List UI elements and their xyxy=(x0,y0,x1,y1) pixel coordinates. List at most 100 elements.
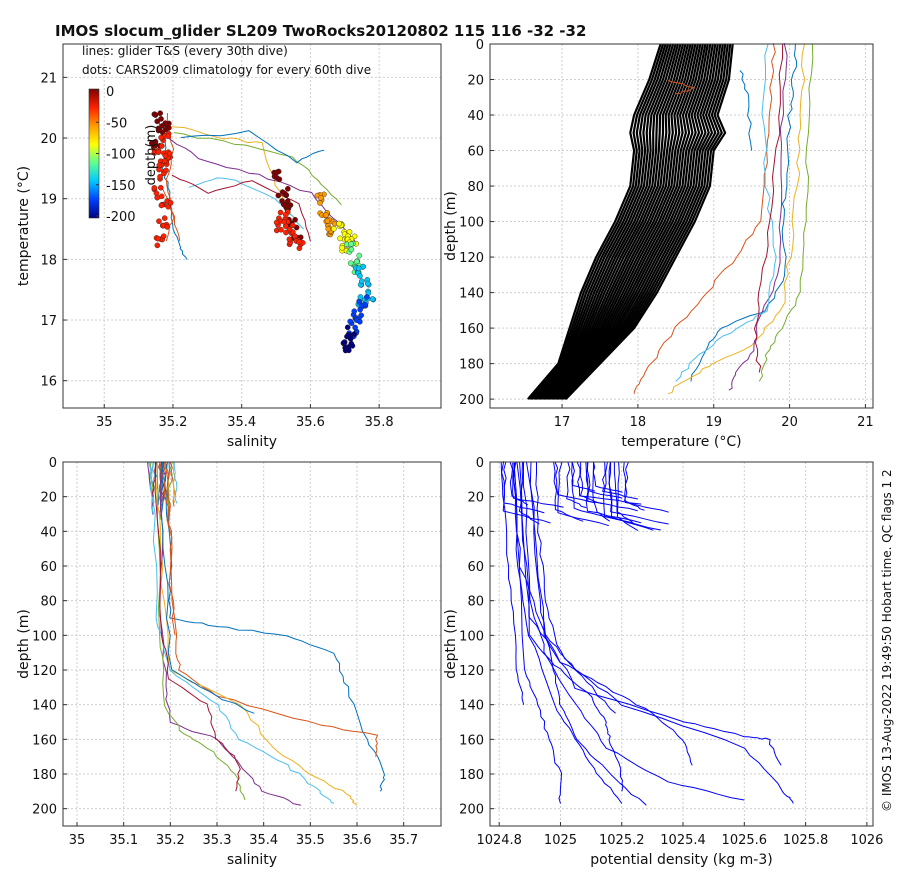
glider-ts-line xyxy=(158,119,188,260)
climatology-temperature-profile xyxy=(557,43,719,400)
climatology-temperature-profile xyxy=(532,43,672,400)
surface-density-profile xyxy=(554,462,596,504)
climatology-dot xyxy=(158,202,165,209)
y-tick-label: 60 xyxy=(467,560,484,575)
climatology-dot xyxy=(296,239,302,245)
x-axis-label: potential density (kg m-3) xyxy=(590,852,772,868)
climatology-temperature-profile xyxy=(559,43,724,400)
climatology-dot xyxy=(157,110,163,117)
climatology-dot xyxy=(358,278,365,285)
climatology-dot xyxy=(364,294,370,300)
glider-ts-line xyxy=(160,185,175,242)
y-tick-label: 180 xyxy=(459,358,484,373)
climatology-dot xyxy=(348,246,355,253)
y-tick-label: 16 xyxy=(40,375,57,390)
climatology-temperature-profile xyxy=(537,43,682,400)
glider-ts-line xyxy=(180,130,325,164)
y-tick-label: 20 xyxy=(40,132,57,147)
glider-temperature-profile xyxy=(668,43,806,395)
glider-temperature-profile xyxy=(758,44,814,382)
climatology-dot xyxy=(347,335,354,342)
climatology-dot xyxy=(336,220,342,227)
colorbar-label: depth(m) xyxy=(144,125,159,186)
surface-density-profile xyxy=(585,461,623,499)
surface-density-profile xyxy=(624,461,645,511)
climatology-temperature-profile xyxy=(553,43,712,400)
climatology-temperature-profile xyxy=(527,43,662,400)
x-tick-label: 35.2 xyxy=(156,833,185,848)
x-tick-label: 35 xyxy=(96,415,113,430)
y-tick-label: 160 xyxy=(32,733,57,748)
climatology-dot xyxy=(369,296,376,302)
glider-salinity-profile xyxy=(156,462,246,801)
climatology-dot xyxy=(318,195,324,201)
climatology-dot xyxy=(347,318,354,325)
plot-frame xyxy=(62,461,442,827)
climatology-dot xyxy=(161,158,168,164)
x-tick-label: 35.7 xyxy=(389,833,418,848)
x-tick-label: 1025.4 xyxy=(660,833,706,848)
y-tick-label: 160 xyxy=(459,733,484,748)
climatology-dot xyxy=(357,273,363,279)
climatology-temperature-profile xyxy=(561,43,727,400)
climatology-dot xyxy=(158,116,164,122)
climatology-dot xyxy=(157,173,163,180)
x-axis-label: salinity xyxy=(227,434,277,450)
plot-area xyxy=(63,462,441,826)
climatology-dot xyxy=(160,233,167,239)
y-tick-label: 40 xyxy=(40,525,57,540)
y-tick-label: 19 xyxy=(40,193,57,208)
climatology-temperature-profile xyxy=(554,43,714,400)
y-tick-label: 120 xyxy=(459,664,484,679)
climatology-temperature-profile xyxy=(562,43,729,400)
y-axis-label: depth (m) xyxy=(443,191,459,261)
climatology-temperature-profile xyxy=(536,43,680,400)
colorbar-tick-label: -100 xyxy=(106,148,136,163)
x-tick-label: 35.6 xyxy=(296,415,325,430)
climatology-dot xyxy=(347,260,354,267)
climatology-dot xyxy=(155,127,162,134)
x-tick-label: 21 xyxy=(857,415,874,430)
climatology-dot xyxy=(325,226,332,232)
x-axis-label: salinity xyxy=(227,852,277,868)
climatology-dot xyxy=(279,198,285,204)
glider-temperature-profile xyxy=(675,43,777,382)
climatology-temperature-profile xyxy=(555,43,717,400)
climatology-dot xyxy=(275,192,282,199)
surface-density-profile xyxy=(585,462,642,524)
colorbar-tick-label: 0 xyxy=(106,85,114,100)
y-tick-label: 20 xyxy=(467,491,484,506)
surface-density-profile xyxy=(509,461,529,506)
climatology-temperature-profile xyxy=(547,43,702,400)
surface-density-profile xyxy=(576,462,603,505)
y-tick-label: 80 xyxy=(467,180,484,195)
legend-note-lines: lines: glider T&S (every 30th dive) xyxy=(82,44,288,58)
glider-ts-line xyxy=(174,132,342,206)
surface-salinity-profile xyxy=(173,461,178,504)
colorbar-tick-label: -200 xyxy=(106,210,136,225)
glider-salinity-profile xyxy=(154,461,241,792)
climatology-dot xyxy=(166,125,172,131)
x-tick-label: 1025.8 xyxy=(783,833,829,848)
surface-density-profile xyxy=(566,461,587,509)
climatology-dot xyxy=(355,265,362,272)
y-tick-label: 60 xyxy=(467,145,484,160)
x-axis-label: temperature (°C) xyxy=(621,434,741,450)
climatology-dot xyxy=(286,236,293,243)
climatology-temperature-profile xyxy=(529,43,667,400)
y-axis-label: temperature (°C) xyxy=(16,166,32,286)
climatology-temperature-profile xyxy=(528,43,665,400)
y-tick-label: 200 xyxy=(459,393,484,408)
plot-frame xyxy=(489,43,874,409)
x-tick-label: 20 xyxy=(781,415,798,430)
surface-density-profile xyxy=(518,461,540,525)
glider-density-profile xyxy=(513,462,562,804)
glider-density-profile xyxy=(529,461,647,806)
climatology-dot xyxy=(156,166,162,173)
glider-salinity-profile xyxy=(161,461,255,714)
y-tick-label: 200 xyxy=(32,803,57,818)
climatology-temperature-profile xyxy=(542,43,692,400)
climatology-dot xyxy=(277,209,284,216)
plot-area xyxy=(63,44,441,408)
